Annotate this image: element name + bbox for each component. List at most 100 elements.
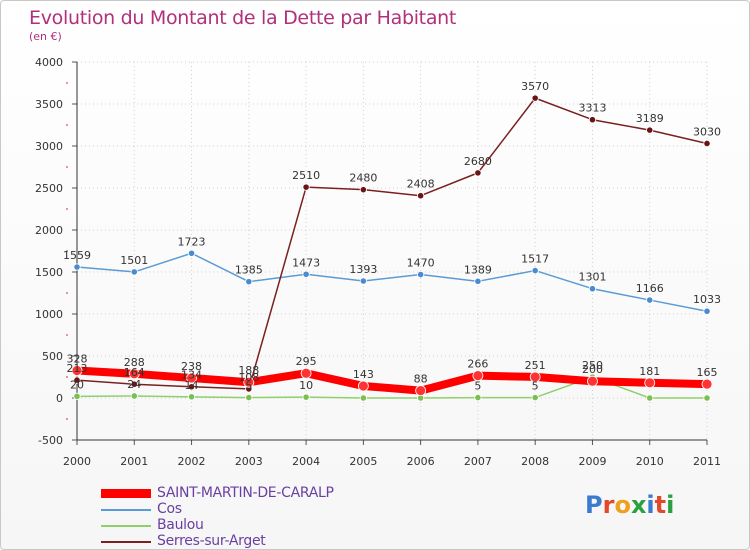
x-tick-label: 2008 xyxy=(521,455,549,468)
data-label: 181 xyxy=(639,365,660,378)
data-point xyxy=(187,249,196,257)
data-point xyxy=(73,376,81,384)
data-point xyxy=(703,394,711,402)
data-point xyxy=(417,192,425,200)
data-label: 165 xyxy=(697,366,718,379)
data-label: 5 xyxy=(245,380,252,393)
data-label: 213 xyxy=(67,362,88,375)
data-label: 2680 xyxy=(464,155,492,168)
data-label: 2408 xyxy=(407,178,435,191)
legend-swatch xyxy=(101,489,151,498)
logo-letter: i xyxy=(646,491,655,519)
logo-letter: r xyxy=(602,491,615,519)
data-label: 1389 xyxy=(464,263,492,276)
logo-letter: t xyxy=(654,491,667,519)
data-point xyxy=(701,378,713,390)
x-tick-label: 2005 xyxy=(349,455,377,468)
data-label: 14 xyxy=(185,379,199,392)
chart-title: Evolution du Montant de la Dette par Hab… xyxy=(29,7,457,29)
data-point xyxy=(130,268,138,276)
legend-label: Baulou xyxy=(157,517,204,533)
data-point xyxy=(245,393,253,402)
data-label: 295 xyxy=(296,355,317,368)
logo-letter: o xyxy=(614,491,631,519)
data-point xyxy=(646,126,654,134)
data-point xyxy=(417,270,425,279)
y-tick-label: 1500 xyxy=(35,266,63,279)
logo-letter: P xyxy=(585,491,603,519)
data-point xyxy=(357,380,369,392)
data-label: 10 xyxy=(299,379,313,392)
data-label: 1559 xyxy=(63,249,91,262)
data-label: 3189 xyxy=(636,112,664,125)
data-label: 3030 xyxy=(693,125,721,138)
data-point xyxy=(128,368,140,380)
x-tick-label: 2006 xyxy=(407,455,435,468)
legend-label: Cos xyxy=(157,501,182,517)
data-point xyxy=(531,94,539,102)
data-point xyxy=(302,393,310,401)
y-tick-label: 3000 xyxy=(35,140,63,153)
chart-unit: (en €) xyxy=(29,30,62,43)
legend-label: Serres-sur-Arget xyxy=(157,533,266,549)
data-point xyxy=(703,307,711,315)
data-label: 5 xyxy=(532,380,539,393)
data-point xyxy=(359,186,367,194)
data-label: 20 xyxy=(70,378,84,391)
legend-item: Serres-sur-Arget xyxy=(101,533,401,549)
data-point xyxy=(588,116,597,124)
data-label: 1033 xyxy=(693,293,721,306)
series-line-3 xyxy=(76,97,708,390)
data-label: 3570 xyxy=(521,80,549,93)
y-tick-label: 4000 xyxy=(35,56,63,69)
legend-item: SAINT-MARTIN-DE-CARALP xyxy=(101,485,401,501)
data-label: 143 xyxy=(353,368,374,381)
data-point xyxy=(588,285,597,293)
y-tick-label: 0 xyxy=(56,392,63,405)
data-point xyxy=(474,169,482,177)
series-line-0 xyxy=(73,366,711,395)
data-label: 1473 xyxy=(292,256,320,269)
data-label: 88 xyxy=(414,373,428,386)
data-point xyxy=(531,266,539,275)
x-tick-label: 2007 xyxy=(464,455,492,468)
data-point xyxy=(186,372,197,384)
data-label: 134 xyxy=(181,369,202,382)
data-point xyxy=(302,183,310,191)
y-tick-label: 2500 xyxy=(35,182,63,195)
data-point xyxy=(300,367,312,379)
y-tick-label: 1000 xyxy=(35,308,63,321)
data-point xyxy=(472,370,484,382)
data-point xyxy=(646,394,654,402)
legend-swatch xyxy=(101,525,151,527)
data-point xyxy=(474,277,482,285)
data-point xyxy=(359,277,367,285)
data-point xyxy=(243,376,255,388)
x-tick-label: 2010 xyxy=(636,455,664,468)
data-label: 1393 xyxy=(349,263,377,276)
y-tick-label: -500 xyxy=(38,434,63,447)
data-label: 1166 xyxy=(636,282,664,295)
data-label: 1470 xyxy=(407,257,435,270)
data-point xyxy=(187,383,196,391)
data-label: 266 xyxy=(467,358,488,371)
data-point xyxy=(359,394,367,402)
data-label: 3313 xyxy=(578,102,606,115)
data-point xyxy=(474,393,482,402)
y-tick-label: 500 xyxy=(42,350,63,363)
data-label: 200 xyxy=(582,363,603,376)
series-line-1 xyxy=(76,252,708,312)
logo-letter: x xyxy=(630,491,647,519)
x-tick-label: 2004 xyxy=(292,455,320,468)
data-label: 288 xyxy=(124,356,145,369)
data-label: 1723 xyxy=(178,235,206,248)
data-label: 1301 xyxy=(578,271,606,284)
data-point xyxy=(130,392,138,400)
y-tick-label: 3500 xyxy=(35,98,63,111)
data-point xyxy=(529,371,541,383)
data-point xyxy=(415,385,427,397)
data-point xyxy=(71,365,83,376)
data-label: 328 xyxy=(67,352,88,365)
x-tick-label: 2003 xyxy=(235,455,263,468)
legend-swatch xyxy=(101,509,151,511)
